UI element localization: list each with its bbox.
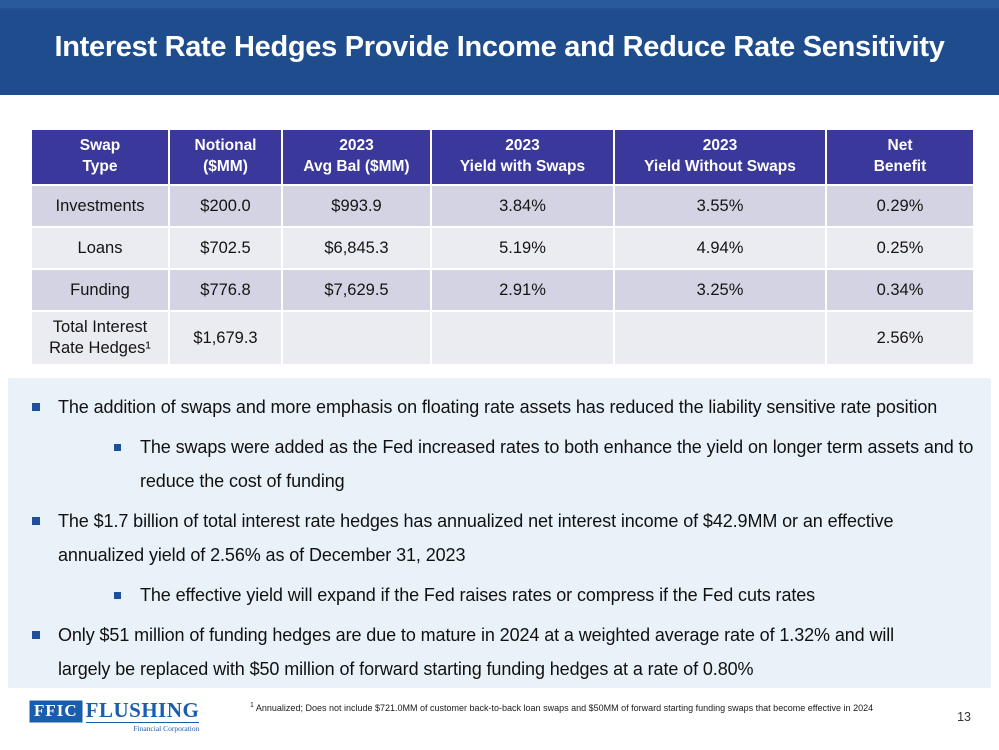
company-logo: FFIC FLUSHING Financial Corporation bbox=[28, 698, 200, 733]
table-cell: 0.25% bbox=[827, 228, 973, 268]
table-cell: $200.0 bbox=[170, 186, 281, 226]
table-cell: Total Interest Rate Hedges¹ bbox=[32, 312, 168, 364]
swap-hedges-table: Swap Type Notional ($MM) 2023 Avg Bal ($… bbox=[30, 128, 975, 366]
bullet-square-icon bbox=[114, 592, 121, 599]
table-cell: $7,629.5 bbox=[283, 270, 430, 310]
table-cell: Loans bbox=[32, 228, 168, 268]
bullet-text: The addition of swaps and more emphasis … bbox=[58, 397, 938, 417]
page-number: 13 bbox=[957, 710, 971, 724]
bullet-item: Only $51 million of funding hedges are d… bbox=[32, 618, 977, 686]
bullet-square-icon bbox=[114, 444, 121, 451]
bullet-item-sub: The swaps were added as the Fed increase… bbox=[114, 430, 977, 498]
bullet-item: The addition of swaps and more emphasis … bbox=[32, 390, 977, 424]
table-cell bbox=[615, 312, 825, 364]
table-row-investments: Investments $200.0 $993.9 3.84% 3.55% 0.… bbox=[32, 186, 973, 226]
logo-rule bbox=[85, 722, 200, 723]
bullet-panel: The addition of swaps and more emphasis … bbox=[8, 378, 991, 688]
table-cell: Investments bbox=[32, 186, 168, 226]
table-cell: 3.55% bbox=[615, 186, 825, 226]
header-avg-bal: 2023 Avg Bal ($MM) bbox=[283, 130, 430, 184]
table-cell: 0.34% bbox=[827, 270, 973, 310]
logo-ffic-badge: FFIC bbox=[28, 699, 84, 724]
header-notional: Notional ($MM) bbox=[170, 130, 281, 184]
bullet-item: The $1.7 billion of total interest rate … bbox=[32, 504, 977, 572]
logo-flushing-text: FLUSHING bbox=[85, 698, 200, 722]
table-cell: $776.8 bbox=[170, 270, 281, 310]
logo-tagline: Financial Corporation bbox=[133, 724, 200, 733]
table-cell bbox=[283, 312, 430, 364]
table-cell: 3.25% bbox=[615, 270, 825, 310]
bullet-item-sub: The effective yield will expand if the F… bbox=[114, 578, 977, 612]
table-cell: 0.29% bbox=[827, 186, 973, 226]
table-cell: 2.91% bbox=[432, 270, 613, 310]
table-cell: $993.9 bbox=[283, 186, 430, 226]
bullet-text: The effective yield will expand if the F… bbox=[140, 585, 816, 605]
table-row-funding: Funding $776.8 $7,629.5 2.91% 3.25% 0.34… bbox=[32, 270, 973, 310]
logo-wordmark-group: FLUSHING Financial Corporation bbox=[85, 698, 200, 733]
table-cell bbox=[432, 312, 613, 364]
header-yield-without-swaps: 2023 Yield Without Swaps bbox=[615, 130, 825, 184]
header-swap-type: Swap Type bbox=[32, 130, 168, 184]
table-row-total-hedges: Total Interest Rate Hedges¹ $1,679.3 2.5… bbox=[32, 312, 973, 364]
bullet-square-icon bbox=[32, 631, 40, 639]
footnote-marker: 1 bbox=[250, 702, 254, 709]
bullet-square-icon bbox=[32, 403, 40, 411]
footnote: 1 Annualized; Does not include $721.0MM … bbox=[250, 702, 873, 713]
bullet-square-icon bbox=[32, 517, 40, 525]
footnote-text: Annualized; Does not include $721.0MM of… bbox=[253, 703, 874, 713]
table-cell: Funding bbox=[32, 270, 168, 310]
table-cell: 4.94% bbox=[615, 228, 825, 268]
slide-footer: FFIC FLUSHING Financial Corporation 1 An… bbox=[0, 688, 999, 750]
table-header-row: Swap Type Notional ($MM) 2023 Avg Bal ($… bbox=[32, 130, 973, 184]
bullet-text: The swaps were added as the Fed increase… bbox=[140, 437, 974, 491]
title-band: Interest Rate Hedges Provide Income and … bbox=[0, 0, 999, 95]
table-cell: $1,679.3 bbox=[170, 312, 281, 364]
header-yield-with-swaps: 2023 Yield with Swaps bbox=[432, 130, 613, 184]
table-row-loans: Loans $702.5 $6,845.3 5.19% 4.94% 0.25% bbox=[32, 228, 973, 268]
bullet-text: The $1.7 billion of total interest rate … bbox=[58, 511, 894, 565]
table-cell: 3.84% bbox=[432, 186, 613, 226]
table-cell: $6,845.3 bbox=[283, 228, 430, 268]
table-cell: 2.56% bbox=[827, 312, 973, 364]
page-title: Interest Rate Hedges Provide Income and … bbox=[54, 31, 945, 63]
table-cell: 5.19% bbox=[432, 228, 613, 268]
header-net-benefit: Net Benefit bbox=[827, 130, 973, 184]
table-cell: $702.5 bbox=[170, 228, 281, 268]
bullet-text: Only $51 million of funding hedges are d… bbox=[58, 625, 895, 679]
